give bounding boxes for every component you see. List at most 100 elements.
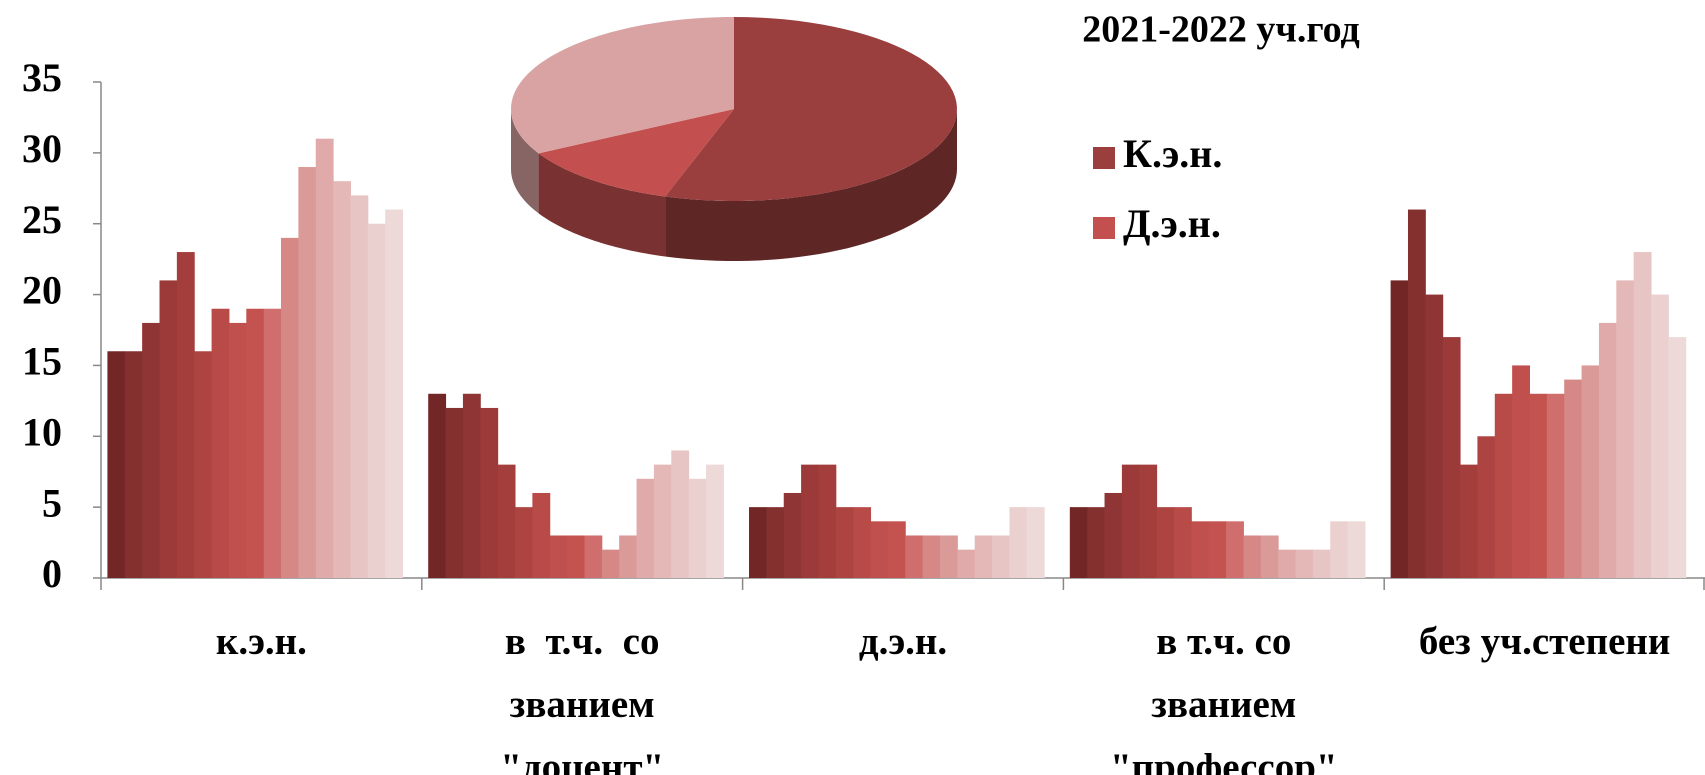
- bar: [1173, 507, 1192, 578]
- legend-label: Д.э.н.: [1123, 201, 1221, 246]
- bar: [601, 549, 620, 578]
- bar: [1278, 549, 1297, 578]
- pie-title: 2021-2022 уч.год: [1082, 9, 1360, 51]
- bar: [818, 464, 837, 578]
- bar: [1598, 322, 1617, 578]
- x-tick-label: в т.ч. со званием "доцент": [500, 620, 665, 775]
- bar: [1295, 549, 1314, 578]
- bar: [766, 507, 785, 578]
- bar: [1512, 365, 1531, 578]
- bar: [1208, 521, 1227, 578]
- bar: [619, 535, 638, 578]
- bar: [1260, 535, 1279, 578]
- pie-side: [665, 109, 957, 261]
- bar: [315, 138, 334, 578]
- bar: [1026, 507, 1045, 578]
- bar: [922, 535, 941, 578]
- bar: [887, 521, 906, 578]
- bar: [1494, 393, 1513, 578]
- bar: [246, 308, 265, 578]
- bar: [480, 407, 499, 578]
- bar: [1121, 464, 1140, 578]
- bar: [905, 535, 924, 578]
- bar: [298, 167, 317, 578]
- bar: [1564, 379, 1583, 578]
- bar: [142, 322, 160, 578]
- pie-slice: [538, 109, 734, 197]
- bar: [939, 535, 958, 578]
- x-tick-label: в т.ч. со званием "профессор": [1110, 620, 1338, 775]
- bar: [1529, 393, 1548, 578]
- x-tick-label: д.э.н.: [858, 620, 948, 663]
- y-tick-label: 35: [22, 55, 62, 100]
- bar: [671, 450, 690, 578]
- bar: [974, 535, 993, 578]
- bar: [636, 478, 655, 578]
- bar: [497, 464, 516, 578]
- bar: [549, 535, 568, 578]
- bar: [1633, 252, 1652, 579]
- y-tick-label: 15: [22, 339, 62, 384]
- pie-side: [538, 153, 666, 257]
- bar: [1390, 280, 1409, 578]
- bar: [1407, 209, 1426, 579]
- y-tick-label: 25: [22, 197, 62, 242]
- bar: [159, 280, 178, 578]
- bar: [835, 507, 854, 578]
- bar: [281, 237, 299, 578]
- bar: [1139, 464, 1158, 578]
- legend-label: К.э.н.: [1123, 131, 1222, 176]
- bar: [428, 393, 447, 578]
- y-tick-label: 0: [42, 551, 62, 596]
- bar: [1226, 521, 1244, 578]
- bar: [263, 308, 282, 578]
- bar: [1156, 507, 1175, 578]
- bar: [1069, 507, 1088, 578]
- bar: [107, 351, 126, 578]
- bar: [211, 308, 230, 578]
- bar: [367, 223, 386, 578]
- bar: [1243, 535, 1262, 578]
- bar: [1312, 549, 1331, 578]
- bar: [870, 521, 889, 578]
- bar: [1347, 521, 1366, 578]
- bar: [1668, 337, 1687, 578]
- legend-swatch: [1093, 147, 1115, 169]
- y-tick-label: 5: [42, 480, 62, 525]
- bar: [957, 549, 976, 578]
- pie-slice: [665, 17, 957, 201]
- bar: [1442, 337, 1461, 578]
- bar: [688, 478, 707, 578]
- bar: [783, 492, 802, 578]
- y-tick-label: 30: [22, 126, 62, 171]
- bar: [1651, 294, 1669, 578]
- bar: [1087, 507, 1106, 578]
- bar: [1616, 280, 1635, 578]
- pie-slice: [511, 17, 734, 154]
- bar: [853, 507, 872, 578]
- bar: [124, 351, 143, 578]
- y-tick-label: 20: [22, 268, 62, 313]
- y-tick-label: 10: [22, 409, 62, 454]
- legend-swatch: [1093, 217, 1115, 239]
- bar: [194, 351, 213, 578]
- bar: [584, 535, 603, 578]
- bar: [749, 507, 767, 578]
- bar: [532, 492, 551, 578]
- bar: [1460, 464, 1478, 578]
- x-tick-label: к.э.н.: [215, 620, 307, 663]
- bar: [228, 322, 247, 578]
- bar: [1104, 492, 1123, 578]
- x-tick-label: без уч.степени: [1418, 620, 1671, 663]
- bar: [350, 195, 369, 578]
- bar: [445, 407, 464, 578]
- bar: [176, 252, 195, 579]
- bar: [385, 209, 404, 579]
- pie-side: [511, 109, 539, 214]
- bar: [1425, 294, 1444, 578]
- bar: [333, 181, 351, 578]
- bar: [515, 507, 533, 578]
- bar: [1191, 521, 1210, 578]
